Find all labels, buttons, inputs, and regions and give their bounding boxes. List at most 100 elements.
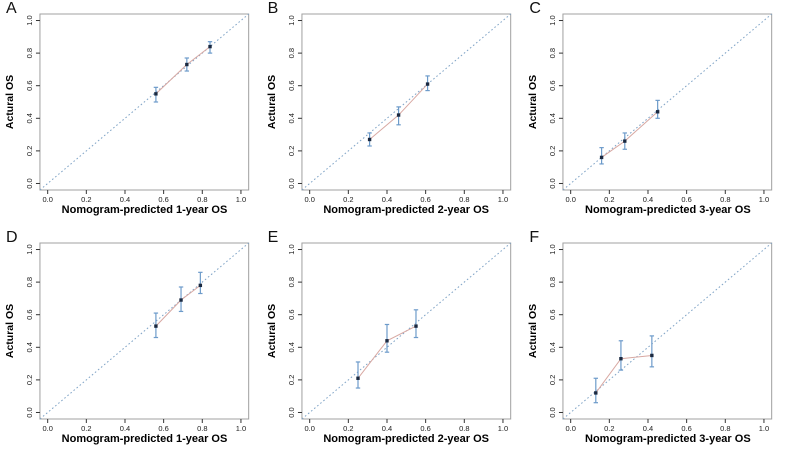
plot-frame — [562, 13, 773, 191]
plot-area-c: 0.0 0.2 0.4 0.6 0.8 1.0 0.0 0.2 0.4 0.6 0.8 1.0 — [548, 13, 773, 204]
y-tick-label: 0.0 — [287, 407, 296, 417]
panel-letter-c: C — [529, 0, 541, 17]
x-tick-label: 0.0 — [42, 195, 52, 204]
x-tick-label: 0.8 — [720, 195, 730, 204]
y-tick-label: 0.8 — [287, 277, 296, 287]
x-axis-label-c: Nomogram-predicted 3-year OS — [585, 204, 751, 216]
x-axis-label-f: Nomogram-predicted 3-year OS — [585, 433, 751, 445]
x-tick-label: 0.4 — [381, 424, 391, 433]
y-tick-label: 0.2 — [287, 375, 296, 385]
data-point-marker — [355, 376, 360, 380]
x-tick-label: 0.0 — [566, 424, 576, 433]
y-tick-label: 0.6 — [287, 309, 296, 319]
y-tick-label: 1.0 — [25, 15, 34, 25]
x-tick-label: 0.2 — [81, 195, 91, 204]
y-tick-label: 0.8 — [548, 48, 557, 58]
x-tick-label: 0.4 — [120, 424, 130, 433]
y-tick-label: 0.6 — [548, 309, 557, 319]
data-point-marker — [600, 155, 604, 160]
y-tick-label: 0.2 — [548, 146, 557, 156]
x-tick-label: 0.4 — [381, 195, 391, 204]
x-tick-label: 0.8 — [197, 195, 207, 204]
plot-area-d: 0.0 0.2 0.4 0.6 0.8 1.0 0.0 0.2 0.4 0.6 0.8 1.0 — [25, 242, 250, 433]
data-point-marker — [384, 339, 389, 343]
x-tick-label: 0.2 — [604, 195, 614, 204]
diagonal-reference-line — [39, 13, 249, 191]
y-axis-label-e: Actural OS — [265, 303, 278, 359]
panel-letter-d: D — [6, 229, 18, 246]
data-point-marker — [594, 391, 598, 395]
x-tick-label: 0.4 — [643, 195, 653, 204]
x-tick-label: 0.8 — [720, 424, 730, 433]
data-point-marker — [425, 82, 429, 86]
y-axis-label-b: Actural OS — [265, 74, 278, 130]
y-tick-label: 0.6 — [25, 80, 34, 90]
x-tick-label: 0.2 — [604, 424, 614, 433]
calibration-panel-d: 0.0 0.2 0.4 0.6 0.8 1.0 0.0 0.2 0.4 0.6 0.8 1.0 D A… — [0, 229, 262, 458]
y-tick-label: 0.2 — [287, 146, 296, 156]
plot-area-a: 0.0 0.2 0.4 0.6 0.8 1.0 0.0 0.2 0.4 0.6 0.8 1.0 — [25, 13, 250, 204]
panel-letter-a: A — [6, 0, 17, 17]
calibration-line — [155, 284, 201, 327]
calibration-panel-a: 0.0 0.2 0.4 0.6 0.8 1.0 0.0 0.2 0.4 0.6 0.8 1.0 A A… — [0, 0, 262, 229]
data-point-marker — [185, 62, 189, 67]
calibration-panel-c: 0.0 0.2 0.4 0.6 0.8 1.0 0.0 0.2 0.4 0.6 0.8 1.0 C A… — [523, 0, 785, 229]
x-tick-label: 1.0 — [759, 195, 769, 204]
data-point-marker — [154, 324, 158, 328]
calibration-panel-e: 0.0 0.2 0.4 0.6 0.8 1.0 0.0 0.2 0.4 0.6 0.8 1.0 E A… — [262, 229, 524, 458]
y-axis-label-a: Actural OS — [4, 74, 16, 130]
x-tick-label: 0.2 — [343, 195, 353, 204]
y-tick-label: 0.8 — [548, 277, 557, 287]
y-tick-label: 0.2 — [25, 375, 34, 385]
plot-frame — [562, 242, 773, 420]
calibration-panel-b: 0.0 0.2 0.4 0.6 0.8 1.0 0.0 0.2 0.4 0.6 0.8 1.0 B A… — [262, 0, 524, 229]
y-tick-label: 0.0 — [25, 178, 34, 188]
x-tick-label: 0.4 — [643, 424, 653, 433]
x-tick-label: 0.2 — [81, 424, 91, 433]
x-tick-label: 1.0 — [759, 424, 769, 433]
y-tick-label: 0.6 — [548, 80, 557, 90]
data-point-marker — [619, 357, 623, 361]
x-axis-label-d: Nomogram-predicted 1-year OS — [61, 433, 228, 445]
x-tick-label: 0.4 — [120, 195, 130, 204]
plot-frame — [39, 242, 250, 420]
x-tick-label: 1.0 — [497, 195, 507, 204]
y-axis-label-f: Actural OS — [527, 303, 540, 359]
calibration-panel-f: 0.0 0.2 0.4 0.6 0.8 1.0 0.0 0.2 0.4 0.6 0.8 1.0 F A… — [523, 229, 785, 458]
x-tick-label: 1.0 — [236, 424, 246, 433]
x-tick-label: 0.0 — [304, 424, 314, 433]
y-tick-label: 0.8 — [25, 277, 34, 287]
data-point-marker — [623, 139, 627, 143]
x-axis-label-a: Nomogram-predicted 1-year OS — [61, 204, 228, 216]
diagonal-reference-line — [562, 13, 773, 191]
y-tick-label: 0.6 — [287, 80, 296, 90]
x-tick-label: 0.2 — [343, 424, 353, 433]
x-tick-label: 0.6 — [682, 195, 692, 204]
y-tick-label: 0.2 — [25, 146, 34, 156]
calibration-line — [155, 46, 211, 95]
y-tick-label: 0.2 — [548, 375, 557, 385]
data-point-marker — [179, 298, 183, 302]
y-tick-label: 0.4 — [287, 342, 296, 352]
x-tick-label: 1.0 — [236, 195, 246, 204]
x-tick-label: 0.0 — [566, 195, 576, 204]
x-tick-label: 0.6 — [682, 424, 692, 433]
plot-frame — [39, 13, 250, 191]
y-tick-label: 1.0 — [548, 15, 557, 25]
y-tick-label: 0.4 — [287, 113, 296, 123]
x-tick-label: 0.8 — [197, 424, 207, 433]
x-tick-label: 0.8 — [459, 424, 469, 433]
y-tick-label: 1.0 — [25, 244, 34, 254]
data-point-marker — [154, 92, 158, 96]
y-tick-label: 0.6 — [25, 309, 34, 319]
y-tick-label: 1.0 — [287, 15, 296, 25]
y-tick-label: 0.0 — [548, 178, 557, 188]
calibration-line — [595, 354, 653, 394]
x-tick-label: 0.6 — [158, 424, 168, 433]
y-tick-label: 0.4 — [25, 113, 34, 123]
y-axis-label-c: Actural OS — [527, 74, 540, 130]
x-tick-label: 1.0 — [497, 424, 507, 433]
data-point-marker — [650, 353, 654, 358]
data-point-marker — [396, 113, 400, 117]
